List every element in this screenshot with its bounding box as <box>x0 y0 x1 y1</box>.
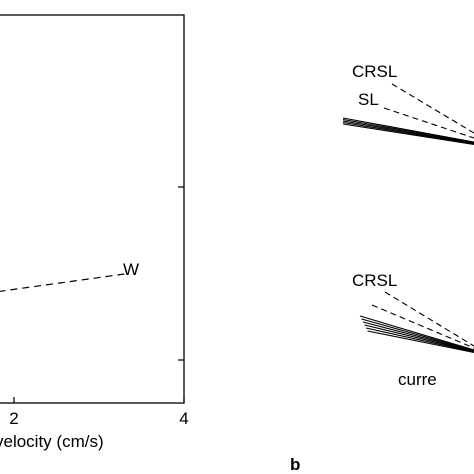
lower-profile-line <box>362 321 474 352</box>
upper-profile-line <box>342 123 474 145</box>
panel-b-label: b <box>290 455 300 474</box>
lower-profile-line <box>365 327 474 353</box>
series-line-w <box>0 272 129 292</box>
lower-profile-line <box>359 315 474 351</box>
lower-profile-line <box>367 330 474 354</box>
series-label-w: W <box>123 260 139 279</box>
panel-a-frame <box>0 14 185 404</box>
lower-crsl-line <box>384 291 474 347</box>
x-axis-label: velocity (cm/s) <box>0 432 104 451</box>
upper-crsl-label: CRSL <box>352 62 397 81</box>
lower-profile-line <box>361 318 474 352</box>
upper-profile-line <box>342 121 474 145</box>
upper-profile-line <box>342 117 474 143</box>
x-tick-label: 4 <box>179 409 188 428</box>
upper-profile-line <box>342 118 474 144</box>
lower-profile-line <box>364 324 474 353</box>
panel-b-upper-lines <box>342 83 474 145</box>
lower-note-label: curre <box>398 370 437 389</box>
upper-sl-line <box>383 107 474 139</box>
panel-a-series <box>0 272 129 292</box>
panel-b-lower-lines <box>359 291 474 354</box>
x-tick-label: 2 <box>9 409 18 428</box>
upper-sl-label: SL <box>358 90 379 109</box>
upper-profile-line <box>342 120 474 144</box>
panel-b: CRSL SL CRSL curre b <box>290 62 474 474</box>
lower-crsl-label: CRSL <box>352 271 397 290</box>
panel-a-axes <box>0 14 185 404</box>
upper-crsl-line <box>391 83 474 134</box>
lower-dashed-line <box>371 304 474 349</box>
